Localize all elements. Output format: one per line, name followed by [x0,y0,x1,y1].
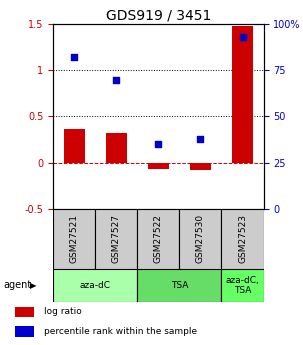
Point [114,77,118,82]
Text: TSA: TSA [171,281,188,290]
Text: GSM27521: GSM27521 [70,214,78,264]
Text: GSM27530: GSM27530 [196,214,205,264]
Bar [190,162,211,170]
Bar [95,209,137,269]
Text: aza-dC,
TSA: aza-dC, TSA [226,276,259,295]
Bar [137,209,179,269]
Bar [137,269,221,302]
Bar [179,209,221,269]
Title: GDS919 / 3451: GDS919 / 3451 [106,9,211,23]
Text: ▶: ▶ [30,281,37,290]
Text: aza-dC: aza-dC [80,281,111,290]
Bar [53,269,137,302]
Text: GSM27527: GSM27527 [112,214,121,264]
Bar [15,326,35,337]
Bar [221,209,264,269]
Bar [232,26,253,162]
Bar [106,133,127,162]
Text: GSM27522: GSM27522 [154,215,163,263]
Bar [15,307,35,317]
Bar [64,129,85,162]
Text: log ratio: log ratio [44,307,82,316]
Bar [53,209,95,269]
Text: percentile rank within the sample: percentile rank within the sample [44,327,197,336]
Point [156,141,161,147]
Text: agent: agent [3,280,31,290]
Bar [148,162,169,169]
Bar [221,269,264,302]
Point [240,34,245,40]
Point [198,136,203,141]
Text: GSM27523: GSM27523 [238,214,247,264]
Point [72,55,76,60]
